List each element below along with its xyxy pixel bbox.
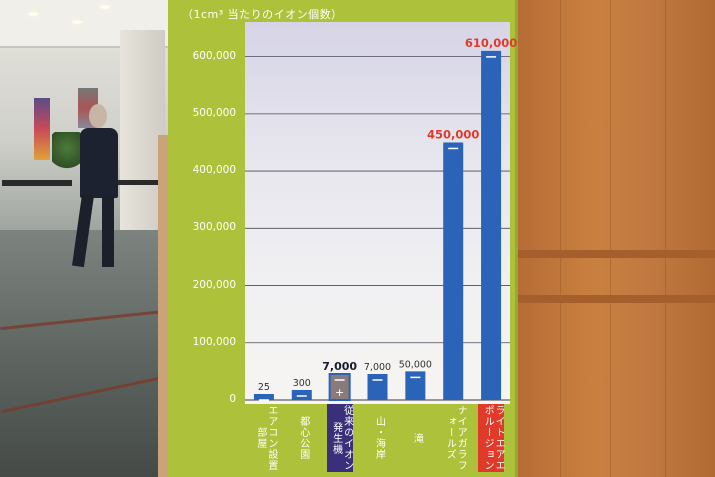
x-category-label: 従来のイオン発生機 xyxy=(326,404,353,472)
y-tick-label: 600,000 xyxy=(192,49,236,62)
ceiling-light xyxy=(72,20,82,24)
plus-mark: + xyxy=(335,386,344,399)
data-label: 300 xyxy=(293,378,311,389)
wood-grain xyxy=(560,0,561,477)
x-category-label: ライトエアエポルージョン xyxy=(478,404,505,472)
person-body xyxy=(80,128,118,198)
data-label: 50,000 xyxy=(399,359,432,370)
data-label: 7,000 xyxy=(364,362,391,373)
data-label: 25 xyxy=(258,382,270,393)
y-tick-label: 0 xyxy=(229,393,236,405)
x-category-label-line: エアコン xyxy=(265,405,277,449)
bar xyxy=(443,142,464,400)
y-tick-label: 300,000 xyxy=(192,221,236,234)
y-tick-label: 100,000 xyxy=(192,335,236,348)
bar xyxy=(367,374,388,400)
wall-pillar xyxy=(120,30,165,250)
bar xyxy=(481,50,502,401)
wood-grain xyxy=(665,0,666,477)
x-category-label: 滝 xyxy=(408,404,422,472)
x-category-label-line: ライトエア xyxy=(493,405,505,460)
wood-panel-seam xyxy=(518,250,715,258)
y-tick-label: 500,000 xyxy=(192,106,236,119)
plot-area xyxy=(245,22,510,404)
bar-chart: 25 300 +7,000 7,000 50,000 450,000 610,000 xyxy=(245,36,517,401)
ceiling-light xyxy=(28,12,38,16)
x-category-label-line: エポルージョン xyxy=(482,405,505,471)
y-tick-label: 400,000 xyxy=(192,164,236,177)
wood-panel-seam xyxy=(518,295,715,303)
x-category-label: ナイアガラフォールズ xyxy=(440,404,466,472)
floor xyxy=(0,230,175,477)
x-category-label-line: 都心公園 xyxy=(297,416,309,460)
x-category-label: 都心公園 xyxy=(295,404,309,472)
x-category-label-line: 山・海岸 xyxy=(373,416,385,460)
data-label: 610,000 xyxy=(465,36,517,50)
ceiling-light xyxy=(100,5,110,9)
potted-plant xyxy=(52,132,82,172)
person-head xyxy=(89,104,107,128)
bar xyxy=(405,371,426,400)
board-stand-post xyxy=(158,135,168,477)
x-category-label-line: ナイアガラ xyxy=(455,405,467,460)
chart-title: （1cm³ 当たりのイオン個数） xyxy=(182,8,343,21)
lobby-table xyxy=(118,180,158,185)
wall-art xyxy=(34,98,50,160)
x-category-label-line: 設置部屋 xyxy=(254,427,277,471)
bar xyxy=(291,390,312,400)
x-category-label-line: 滝 xyxy=(411,432,423,444)
lobby-table xyxy=(2,180,72,186)
person-leg xyxy=(102,195,114,267)
x-category-label-line: 従来のイオン xyxy=(341,405,353,471)
x-category-label-line: 発生機 xyxy=(330,421,342,455)
y-tick-label: 200,000 xyxy=(192,278,236,291)
x-category-label-line: フォールズ xyxy=(444,416,467,471)
bar xyxy=(253,394,274,400)
x-category-label: 山・海岸 xyxy=(371,404,385,472)
data-label: 7,000 xyxy=(322,360,357,373)
wood-grain xyxy=(610,0,611,477)
chart-board: （1cm³ 当たりのイオン個数） 0 100,000 200,000 300,000 4… xyxy=(168,0,518,477)
data-label: 450,000 xyxy=(427,127,479,141)
wood-wall xyxy=(514,0,715,477)
x-category-label: エアコン設置部屋 xyxy=(251,404,277,472)
